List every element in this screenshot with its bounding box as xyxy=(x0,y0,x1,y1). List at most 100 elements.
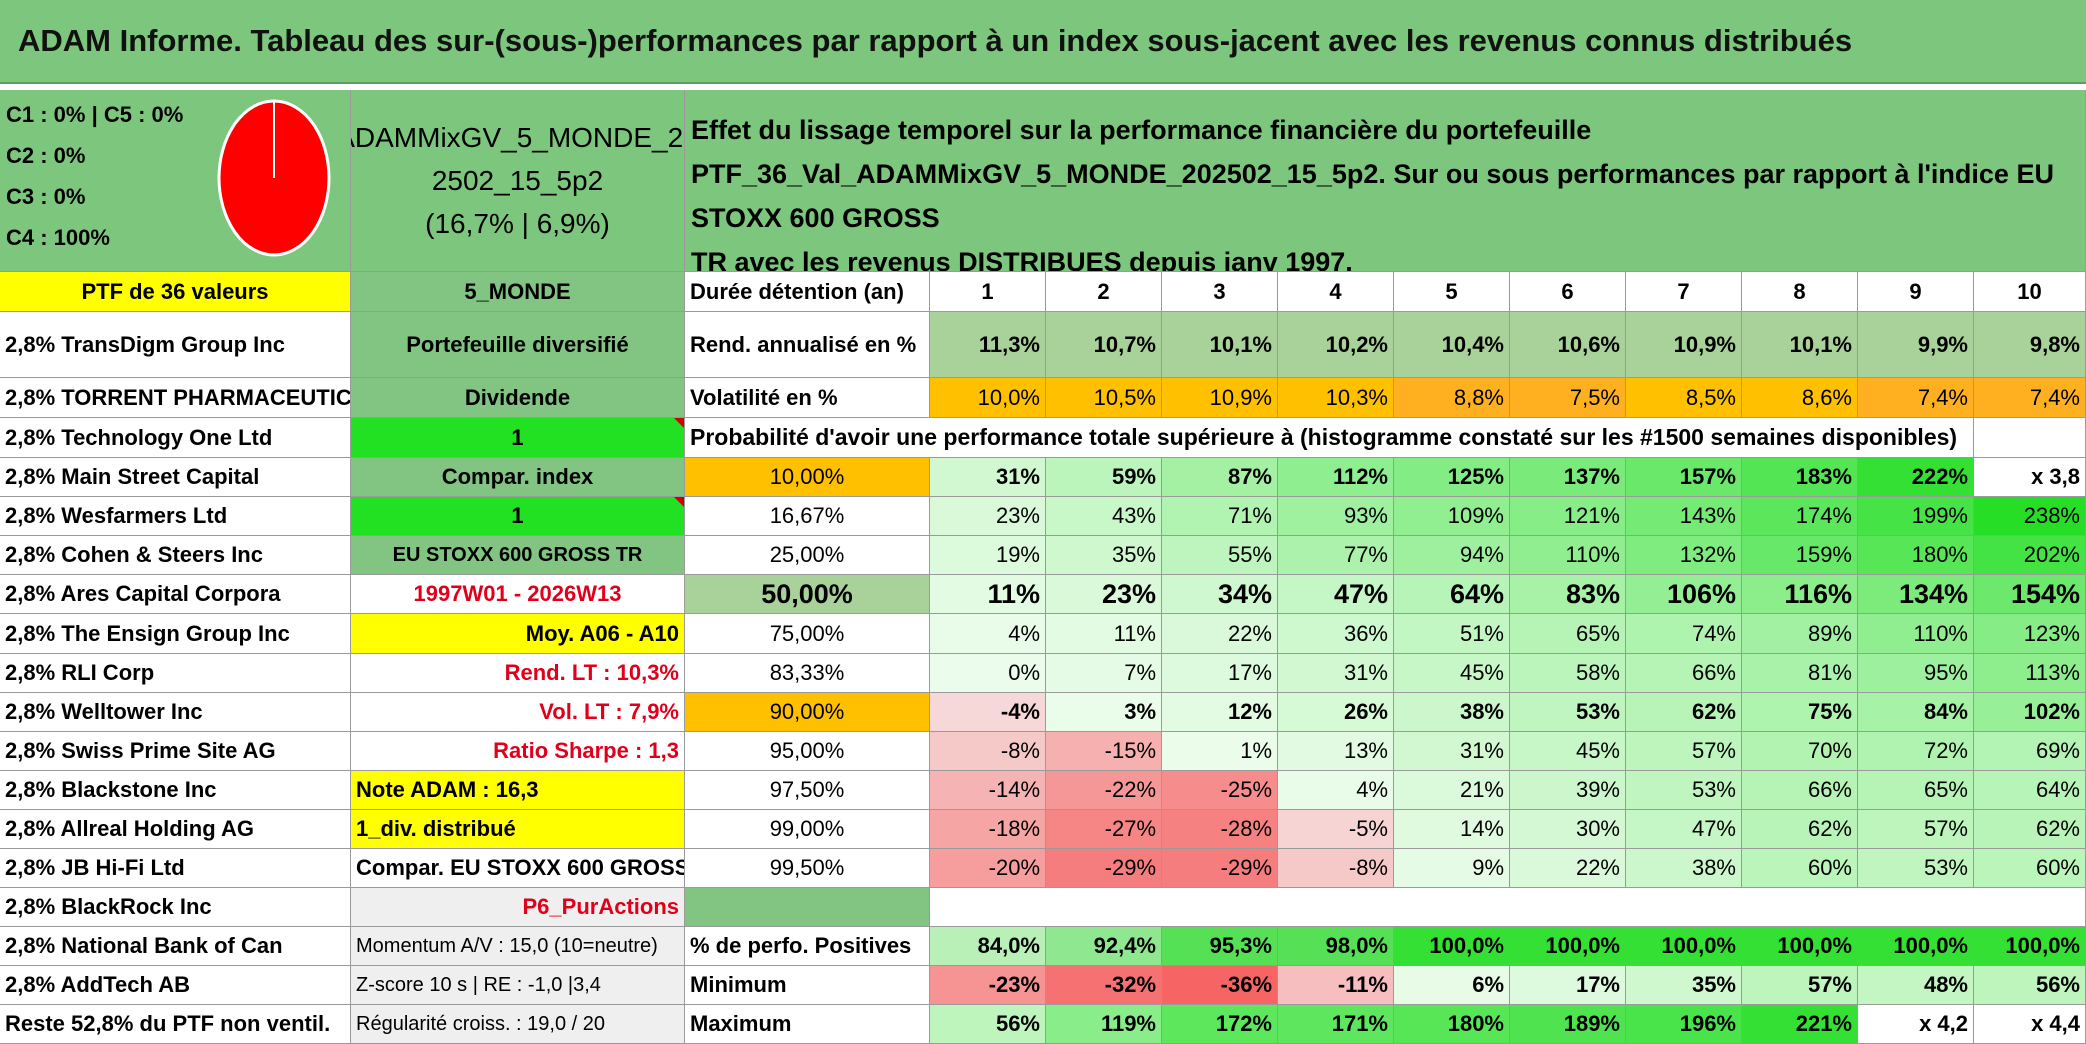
performance-value: 199% xyxy=(1858,497,1974,536)
flag-value: 1 xyxy=(351,497,685,536)
dividend-info: 1_div. distribué xyxy=(351,810,685,849)
legend-item: C1 : 0% | C5 : 0% xyxy=(6,102,184,127)
performance-value: 159% xyxy=(1742,536,1858,575)
portfolio-type: P6_PurActions xyxy=(351,888,685,927)
summary-value: 17% xyxy=(1510,966,1626,1005)
performance-value: 113% xyxy=(1974,654,2086,693)
annual-return: 10,1% xyxy=(1162,312,1278,378)
summary-label: Maximum xyxy=(685,1005,930,1044)
percentile-label: 97,50% xyxy=(685,771,930,810)
summary-value: 56% xyxy=(1974,966,2086,1005)
summary-value: 56% xyxy=(930,1005,1046,1044)
performance-value: 83% xyxy=(1510,575,1626,614)
performance-value: 72% xyxy=(1858,732,1974,771)
summary-value: 221% xyxy=(1742,1005,1858,1044)
summary-value: 84,0% xyxy=(930,927,1046,966)
performance-value: -14% xyxy=(930,771,1046,810)
performance-value: -5% xyxy=(1278,810,1394,849)
probability-title: Probabilité d'avoir une performance tota… xyxy=(685,418,1974,458)
summary-value: 100,0% xyxy=(1974,927,2086,966)
performance-value: 45% xyxy=(1394,654,1510,693)
performance-value: 7% xyxy=(1046,654,1162,693)
summary-value: 100,0% xyxy=(1742,927,1858,966)
performance-value: 55% xyxy=(1162,536,1278,575)
holding-row: 2,8% The Ensign Group Inc xyxy=(0,614,351,654)
annual-return: 10,2% xyxy=(1278,312,1394,378)
performance-value: 121% xyxy=(1510,497,1626,536)
zone-label: 5_MONDE xyxy=(351,272,685,312)
performance-value: 180% xyxy=(1858,536,1974,575)
year-header: 2 xyxy=(1046,272,1162,312)
performance-value: 81% xyxy=(1742,654,1858,693)
performance-value: 31% xyxy=(1394,732,1510,771)
holding-row: 2,8% Main Street Capital xyxy=(0,458,351,497)
performance-value: 174% xyxy=(1742,497,1858,536)
performance-value: 36% xyxy=(1278,614,1394,654)
performance-value: 106% xyxy=(1626,575,1742,614)
description-line: PTF_36_Val_ADAMMixGV_5_MONDE_202502_15_5… xyxy=(691,159,2054,233)
performance-value: -8% xyxy=(1278,849,1394,888)
summary-label: Minimum xyxy=(685,966,930,1005)
holding-row: 2,8% TORRENT PHARMACEUTIC xyxy=(0,378,351,418)
legend-item: C3 : 0% xyxy=(6,184,86,209)
volatility-value: 7,5% xyxy=(1510,378,1626,418)
performance-value: 30% xyxy=(1510,810,1626,849)
holding-row: 2,8% Allreal Holding AG xyxy=(0,810,351,849)
volatility-value: 7,4% xyxy=(1858,378,1974,418)
performance-value: -15% xyxy=(1046,732,1162,771)
performance-value: 89% xyxy=(1742,614,1858,654)
growth-regularity: Régularité croiss. : 19,0 / 20 xyxy=(351,1005,685,1044)
performance-value: 109% xyxy=(1394,497,1510,536)
performance-value: 43% xyxy=(1046,497,1162,536)
performance-value: 157% xyxy=(1626,458,1742,497)
adam-score: Note ADAM : 16,3 xyxy=(351,771,685,810)
portfolio-name-line: 2502_15_5p2 xyxy=(431,165,604,196)
performance-value: 75% xyxy=(1742,693,1858,732)
performance-value: 13% xyxy=(1278,732,1394,771)
performance-value: 47% xyxy=(1278,575,1394,614)
performance-value: -29% xyxy=(1162,849,1278,888)
performance-value: 202% xyxy=(1974,536,2086,575)
allocation-legend: C1 : 0% | C5 : 0% C2 : 0% C3 : 0% C4 : 100% xyxy=(0,90,351,272)
summary-value: -11% xyxy=(1278,966,1394,1005)
performance-value: -18% xyxy=(930,810,1046,849)
summary-value: 57% xyxy=(1742,966,1858,1005)
performance-value: -20% xyxy=(930,849,1046,888)
year-header: 1 xyxy=(930,272,1046,312)
annual-return: 10,4% xyxy=(1394,312,1510,378)
return-label: Rend. annualisé en % xyxy=(685,312,930,378)
average-range: Moy. A06 - A10 xyxy=(351,614,685,654)
volatility-value: 10,9% xyxy=(1162,378,1278,418)
legend-item: C4 : 100% xyxy=(6,225,110,250)
year-header: 6 xyxy=(1510,272,1626,312)
percentile-label: 90,00% xyxy=(685,693,930,732)
percentile-label: 99,00% xyxy=(685,810,930,849)
performance-value: 45% xyxy=(1510,732,1626,771)
summary-value: -32% xyxy=(1046,966,1162,1005)
performance-value: 102% xyxy=(1974,693,2086,732)
summary-value: 119% xyxy=(1046,1005,1162,1044)
report-title: ADAM Informe. Tableau des sur-(sous-)per… xyxy=(0,0,2086,84)
volatility-value: 7,4% xyxy=(1974,378,2086,418)
performance-value: 17% xyxy=(1162,654,1278,693)
performance-value: 22% xyxy=(1510,849,1626,888)
performance-value: 65% xyxy=(1858,771,1974,810)
summary-value: 100,0% xyxy=(1626,927,1742,966)
performance-value: 38% xyxy=(1394,693,1510,732)
performance-value: 57% xyxy=(1858,810,1974,849)
holding-row: 2,8% Ares Capital Corpora xyxy=(0,575,351,614)
performance-value: -4% xyxy=(930,693,1046,732)
performance-value: 39% xyxy=(1510,771,1626,810)
holding-row: 2,8% Welltower Inc xyxy=(0,693,351,732)
percentile-label: 95,00% xyxy=(685,732,930,771)
performance-value: 38% xyxy=(1626,849,1742,888)
holding-row: Reste 52,8% du PTF non ventil. xyxy=(0,1005,351,1044)
performance-value: 26% xyxy=(1278,693,1394,732)
volatility-value: 10,3% xyxy=(1278,378,1394,418)
performance-value: 134% xyxy=(1858,575,1974,614)
performance-value: 35% xyxy=(1046,536,1162,575)
year-header: 3 xyxy=(1162,272,1278,312)
holding-row: 2,8% BlackRock Inc xyxy=(0,888,351,927)
allocation-pie-chart xyxy=(217,99,331,257)
summary-label: % de perfo. Positives xyxy=(685,927,930,966)
